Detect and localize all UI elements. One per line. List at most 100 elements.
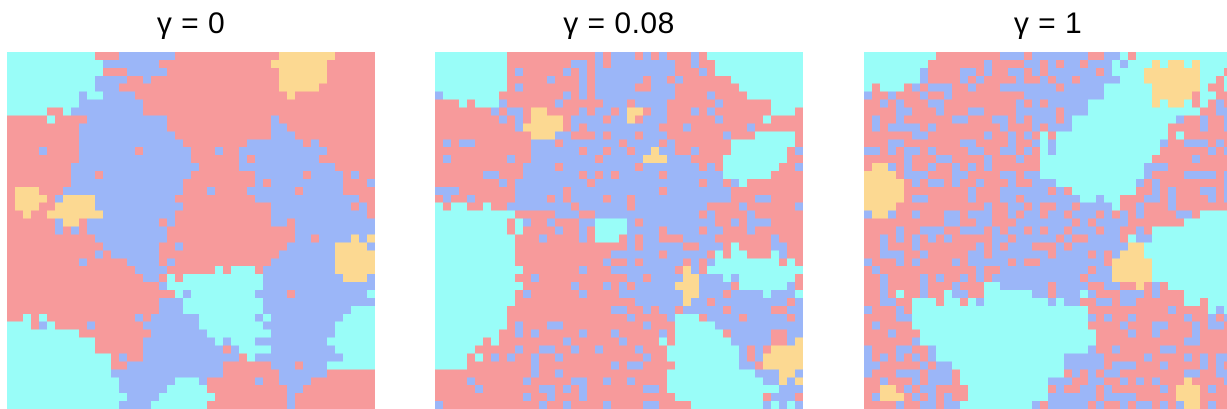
lattice-cell xyxy=(651,218,660,227)
lattice-cell xyxy=(643,171,652,180)
lattice-cell xyxy=(627,282,636,291)
lattice-cell xyxy=(23,226,32,235)
lattice-cell xyxy=(547,131,556,140)
lattice-cell xyxy=(635,218,644,227)
lattice-cell xyxy=(95,99,104,108)
lattice-cell xyxy=(111,313,120,323)
lattice-cell xyxy=(215,361,224,370)
lattice-cell xyxy=(367,123,375,132)
lattice-cell xyxy=(1080,59,1089,69)
lattice-cell xyxy=(707,242,716,251)
lattice-cell xyxy=(904,123,913,132)
lattice-cell xyxy=(111,75,120,85)
lattice-cell xyxy=(255,155,264,164)
lattice-cell xyxy=(747,321,756,330)
lattice-cell xyxy=(47,83,56,92)
lattice-cell xyxy=(944,186,953,196)
lattice-cell xyxy=(39,258,48,267)
lattice-cell xyxy=(763,202,772,211)
lattice-cell xyxy=(1144,107,1153,116)
lattice-cell xyxy=(247,266,256,275)
lattice-cell xyxy=(611,131,620,140)
lattice-cell xyxy=(1064,171,1073,180)
lattice-cell xyxy=(651,202,660,211)
lattice-cell xyxy=(15,123,24,132)
lattice-cell xyxy=(928,59,937,69)
lattice-cell xyxy=(896,147,905,156)
lattice-cell xyxy=(287,369,296,378)
lattice-cell xyxy=(119,75,128,85)
lattice-cell xyxy=(984,186,993,196)
lattice-cell xyxy=(976,59,985,69)
lattice-cell xyxy=(723,385,732,394)
lattice-cell xyxy=(95,401,104,409)
lattice-cell xyxy=(47,147,56,156)
lattice-cell xyxy=(175,139,184,148)
lattice-cell xyxy=(771,377,780,386)
lattice-cell xyxy=(443,226,452,235)
lattice-cell xyxy=(643,377,652,386)
lattice-cell xyxy=(1224,123,1227,132)
lattice-cell xyxy=(199,266,208,275)
lattice-cell xyxy=(880,147,889,156)
lattice-cell xyxy=(435,59,444,69)
lattice-cell xyxy=(1040,186,1049,196)
lattice-cell xyxy=(587,99,596,108)
lattice-cell xyxy=(683,178,692,188)
lattice-cell xyxy=(223,226,232,235)
lattice-cell xyxy=(787,297,796,307)
lattice-cell xyxy=(555,250,564,259)
lattice-cell xyxy=(555,83,564,92)
lattice-cell xyxy=(47,186,56,196)
lattice-cell xyxy=(691,155,700,164)
lattice-cell xyxy=(499,99,508,108)
lattice-cell xyxy=(715,377,724,386)
lattice-cell xyxy=(731,234,740,243)
lattice-cell xyxy=(31,99,40,108)
lattice-cell xyxy=(87,210,96,219)
lattice-cell xyxy=(191,274,200,283)
lattice-cell xyxy=(319,178,328,188)
lattice-cell xyxy=(747,226,756,235)
lattice-cell xyxy=(263,218,272,227)
lattice-cell xyxy=(555,115,564,124)
lattice-cell xyxy=(459,83,468,92)
lattice-cell xyxy=(279,67,288,77)
lattice-cell xyxy=(872,155,881,164)
lattice-cell xyxy=(763,131,772,140)
lattice-cell xyxy=(287,194,296,204)
lattice-cell xyxy=(435,139,444,148)
lattice-cell xyxy=(747,123,756,132)
lattice-cell xyxy=(279,266,288,275)
lattice-cell xyxy=(555,147,564,156)
lattice-cell xyxy=(467,290,476,299)
lattice-cell xyxy=(183,266,192,275)
lattice-cell xyxy=(367,401,375,409)
lattice-cell xyxy=(1152,67,1161,77)
lattice-cell xyxy=(15,242,24,251)
lattice-cell xyxy=(595,266,604,275)
lattice-cell xyxy=(191,329,200,338)
lattice-cell xyxy=(287,226,296,235)
lattice-cell xyxy=(1120,155,1129,164)
lattice-cell xyxy=(960,99,969,108)
lattice-cell xyxy=(539,91,548,100)
lattice-cell xyxy=(435,353,444,362)
lattice-cell xyxy=(159,186,168,196)
lattice-cell xyxy=(23,321,32,330)
lattice-cell xyxy=(111,83,120,92)
lattice-cell xyxy=(619,52,628,61)
lattice-cell xyxy=(651,385,660,394)
lattice-cell xyxy=(159,226,168,235)
lattice-cell xyxy=(359,91,368,100)
lattice-cell xyxy=(755,345,764,354)
lattice-cell xyxy=(531,75,540,85)
lattice-cell xyxy=(367,393,375,402)
lattice-cell xyxy=(279,282,288,291)
lattice-cell xyxy=(7,155,16,164)
lattice-cell xyxy=(1040,139,1049,148)
lattice-cell xyxy=(295,393,304,402)
lattice-cell xyxy=(127,186,136,196)
lattice-cell xyxy=(159,242,168,251)
lattice-cell xyxy=(912,123,921,132)
